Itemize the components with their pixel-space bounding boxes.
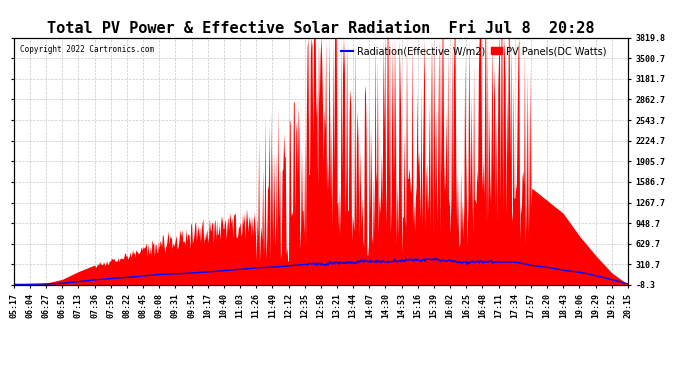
Legend: Radiation(Effective W/m2), PV Panels(DC Watts): Radiation(Effective W/m2), PV Panels(DC …: [337, 42, 611, 60]
Text: Copyright 2022 Cartronics.com: Copyright 2022 Cartronics.com: [20, 45, 154, 54]
Title: Total PV Power & Effective Solar Radiation  Fri Jul 8  20:28: Total PV Power & Effective Solar Radiati…: [47, 21, 595, 36]
